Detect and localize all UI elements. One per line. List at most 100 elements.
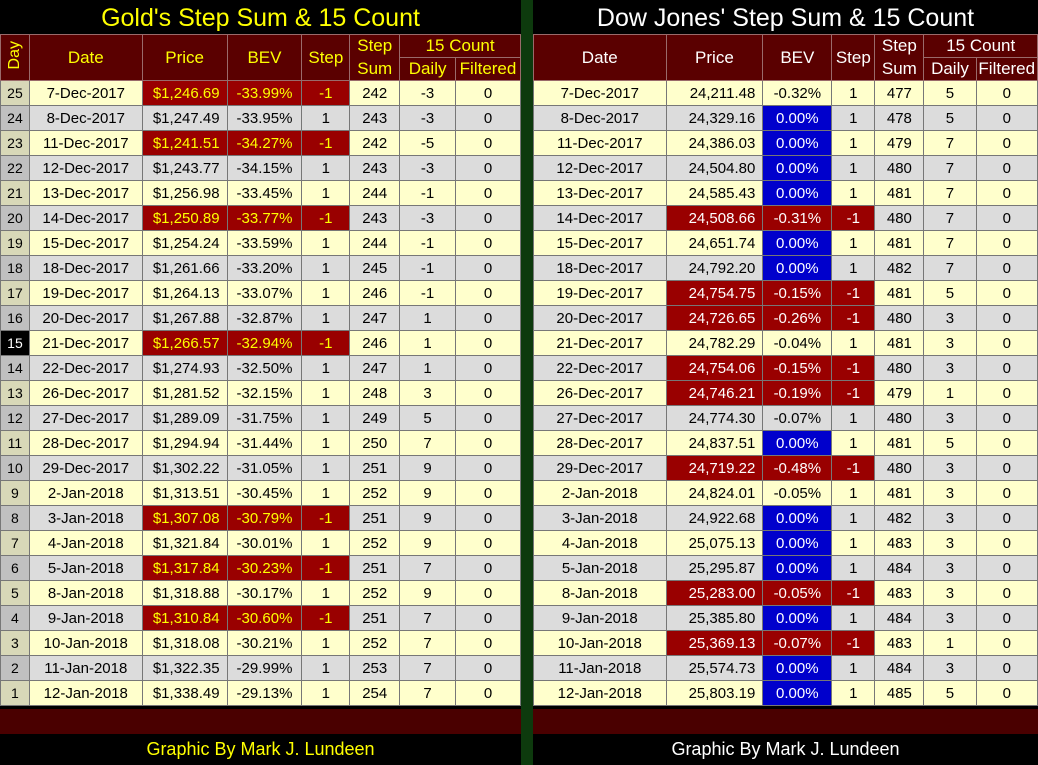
step-sum-cell: 247: [349, 305, 401, 331]
price-cell: $1,321.84: [141, 530, 228, 556]
step-cell: 1: [831, 680, 876, 706]
filtered-cell: 0: [455, 330, 521, 356]
table-row: 14-Dec-2017 24,508.66 -0.31% -1 480 7 0: [533, 205, 1038, 231]
date-cell: 9-Jan-2018: [28, 605, 143, 631]
bev-cell: 0.00%: [762, 530, 833, 556]
table-row: 8 3-Jan-2018 $1,307.08 -30.79% -1 251 9 0: [0, 505, 521, 531]
filtered-cell: 0: [975, 280, 1038, 306]
bev-cell: 0.00%: [762, 180, 833, 206]
daily-cell: 3: [923, 580, 977, 606]
date-cell: 2-Jan-2018: [533, 480, 667, 506]
table-row: 15-Dec-2017 24,651.74 0.00% 1 481 7 0: [533, 230, 1038, 256]
step-cell: 1: [301, 430, 351, 456]
date-cell: 26-Dec-2017: [28, 380, 143, 406]
date-cell: 3-Jan-2018: [533, 505, 667, 531]
filtered-cell: 0: [975, 580, 1038, 606]
step-cell: 1: [831, 530, 876, 556]
filtered-cell: 0: [455, 430, 521, 456]
table-row: 15 21-Dec-2017 $1,266.57 -32.94% -1 246 1 0: [0, 330, 521, 356]
daily-cell: 7: [399, 680, 457, 706]
step-cell: -1: [301, 505, 351, 531]
step-sum-cell: 482: [874, 255, 925, 281]
filtered-cell: 0: [975, 530, 1038, 556]
filtered-cell: 0: [975, 405, 1038, 431]
filtered-cell: 0: [455, 230, 521, 256]
bev-cell: 0.00%: [762, 105, 833, 131]
table-row: 6 5-Jan-2018 $1,317.84 -30.23% -1 251 7 0: [0, 555, 521, 581]
date-cell: 8-Dec-2017: [28, 105, 143, 131]
filtered-cell: 0: [975, 230, 1038, 256]
price-cell: $1,274.93: [141, 355, 228, 381]
daily-cell: -3: [399, 80, 457, 106]
bev-cell: 0.00%: [762, 605, 833, 631]
bev-cell: -0.07%: [762, 405, 833, 431]
day-cell: 2: [0, 655, 30, 681]
date-cell: 20-Dec-2017: [533, 305, 667, 331]
filtered-cell: 0: [455, 480, 521, 506]
day-cell: 4: [0, 605, 30, 631]
price-cell: 24,754.75: [665, 280, 764, 306]
daily-cell: -3: [399, 155, 457, 181]
bev-cell: -0.05%: [762, 580, 833, 606]
bev-cell: -0.48%: [762, 455, 833, 481]
bev-cell: 0.00%: [762, 430, 833, 456]
bev-cell: -30.23%: [226, 555, 303, 581]
step-sum-cell: 480: [874, 455, 925, 481]
daily-cell: 1: [399, 355, 457, 381]
date-cell: 8-Jan-2018: [28, 580, 143, 606]
price-cell: $1,313.51: [141, 480, 228, 506]
table-row: 14 22-Dec-2017 $1,274.93 -32.50% 1 247 1 0: [0, 355, 521, 381]
step-cell: -1: [301, 555, 351, 581]
step-cell: 1: [301, 580, 351, 606]
filtered-cell: 0: [975, 455, 1038, 481]
daily-cell: 7: [923, 130, 977, 156]
daily-cell: 3: [399, 380, 457, 406]
date-cell: 13-Dec-2017: [533, 180, 667, 206]
step-sum-cell: 480: [874, 355, 925, 381]
table-row: 8-Dec-2017 24,329.16 0.00% 1 478 5 0: [533, 105, 1038, 131]
day-cell: 17: [0, 280, 30, 306]
filtered-cell: 0: [975, 105, 1038, 131]
step-sum-cell: 249: [349, 405, 401, 431]
filtered-cell: 0: [455, 305, 521, 331]
header-daily: Daily: [923, 57, 977, 81]
step-cell: 1: [831, 330, 876, 356]
bev-cell: -30.45%: [226, 480, 303, 506]
filtered-cell: 0: [455, 380, 521, 406]
table-row: 13-Dec-2017 24,585.43 0.00% 1 481 7 0: [533, 180, 1038, 206]
filtered-cell: 0: [975, 80, 1038, 106]
table-row: 8-Jan-2018 25,283.00 -0.05% -1 483 3 0: [533, 580, 1038, 606]
step-cell: 1: [831, 155, 876, 181]
bev-cell: -31.05%: [226, 455, 303, 481]
step-sum-cell: 480: [874, 155, 925, 181]
step-sum-cell: 480: [874, 205, 925, 231]
price-cell: 25,283.00: [665, 580, 764, 606]
date-cell: 8-Dec-2017: [533, 105, 667, 131]
price-cell: $1,294.94: [141, 430, 228, 456]
date-cell: 4-Jan-2018: [533, 530, 667, 556]
step-sum-cell: 242: [349, 130, 401, 156]
price-cell: $1,281.52: [141, 380, 228, 406]
date-cell: 11-Dec-2017: [28, 130, 143, 156]
table-row: 19 15-Dec-2017 $1,254.24 -33.59% 1 244 -1 0: [0, 230, 521, 256]
table-row: 2-Jan-2018 24,824.01 -0.05% 1 481 3 0: [533, 480, 1038, 506]
step-sum-cell: 246: [349, 330, 401, 356]
filtered-cell: 0: [455, 355, 521, 381]
price-cell: 24,211.48: [665, 80, 764, 106]
price-cell: $1,266.57: [141, 330, 228, 356]
filtered-cell: 0: [975, 355, 1038, 381]
step-cell: -1: [301, 80, 351, 106]
daily-cell: -3: [399, 205, 457, 231]
dow-credit: Graphic By Mark J. Lundeen: [671, 739, 900, 759]
step-cell: -1: [831, 355, 876, 381]
date-cell: 18-Dec-2017: [533, 255, 667, 281]
step-sum-cell: 484: [874, 655, 925, 681]
table-row: 11-Jan-2018 25,574.73 0.00% 1 484 3 0: [533, 655, 1038, 681]
price-cell: $1,318.08: [141, 630, 228, 656]
price-cell: $1,317.84: [141, 555, 228, 581]
table-row: 11 28-Dec-2017 $1,294.94 -31.44% 1 250 7 0: [0, 430, 521, 456]
date-cell: 10-Jan-2018: [28, 630, 143, 656]
step-sum-cell: 251: [349, 555, 401, 581]
header-price: Price: [665, 34, 764, 81]
step-cell: 1: [301, 455, 351, 481]
